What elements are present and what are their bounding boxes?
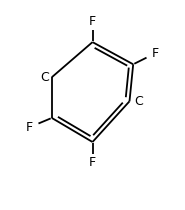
Text: F: F <box>152 47 159 60</box>
Text: F: F <box>89 156 96 169</box>
Text: C: C <box>134 95 143 108</box>
Text: F: F <box>89 15 96 28</box>
Text: C: C <box>40 71 49 84</box>
Text: F: F <box>26 121 33 134</box>
